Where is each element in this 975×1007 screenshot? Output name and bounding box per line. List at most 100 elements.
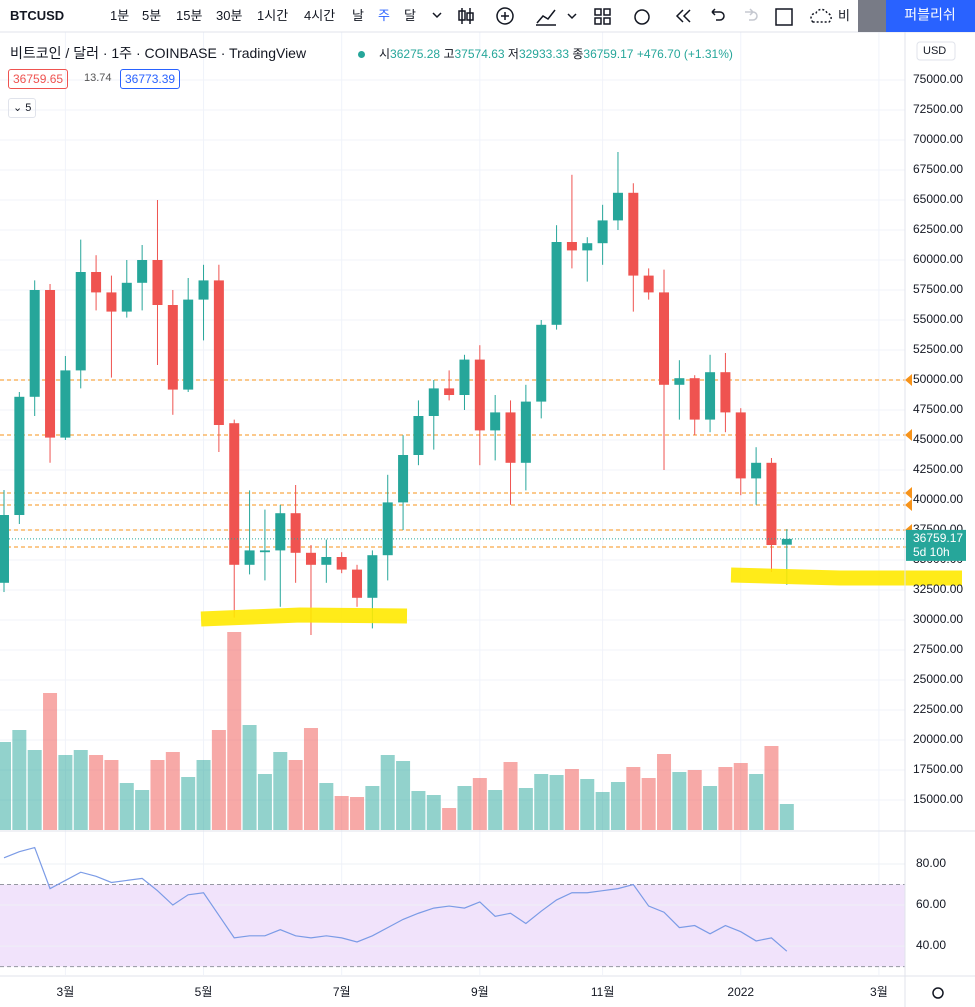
currency-select[interactable] — [916, 41, 956, 61]
candle-body — [735, 412, 746, 479]
x-tick-label: 11월 — [591, 985, 615, 999]
volume-bar — [641, 778, 656, 830]
candle-body — [520, 401, 531, 463]
interval[interactable]: 30분 — [216, 8, 243, 23]
x-tick-label: 2022 — [727, 985, 754, 999]
volume-bar — [104, 760, 119, 830]
volume-bar — [242, 725, 257, 830]
indicator-count: 5 — [25, 102, 32, 114]
volume-bar — [580, 779, 595, 830]
candle-body — [14, 396, 25, 515]
replay-icon — [675, 9, 691, 23]
interval[interactable]: 15분 — [176, 8, 203, 23]
volume-bar — [365, 786, 380, 830]
legend-title: 비트코인 / 달러 · 1주 · COINBASE · TradingView — [10, 45, 307, 61]
change: +476.70 (+1.31%) — [636, 47, 733, 61]
y-tick-label: 72500.00 — [913, 102, 963, 116]
volume-bar — [472, 778, 487, 830]
plot — [0, 152, 905, 830]
volume-bar — [135, 790, 150, 830]
volume-bar — [488, 790, 503, 830]
candle-body — [566, 242, 577, 251]
volume-bar — [273, 752, 288, 830]
volume-bar — [595, 792, 610, 830]
candle-body — [60, 370, 71, 438]
volume-bar — [703, 786, 718, 830]
volume-bar — [150, 760, 165, 830]
candle-body — [766, 462, 777, 545]
volume-bar — [227, 632, 242, 830]
y-tick-label: 60.00 — [916, 897, 946, 911]
volume-bar — [73, 750, 88, 830]
icons — [432, 7, 944, 999]
volume-bar — [733, 763, 748, 830]
candle-body — [551, 242, 562, 325]
candle-body — [536, 324, 547, 402]
candle-body — [29, 290, 40, 397]
y-tick-label: 15000.00 — [913, 792, 963, 806]
volume-bar — [672, 772, 687, 830]
bid[interactable]: 36759.65 — [8, 69, 69, 89]
y-tick-label: 60000.00 — [913, 252, 963, 266]
volume-bar — [396, 761, 411, 830]
layout-name[interactable]: 비트코 — [838, 8, 850, 23]
candle-body — [459, 359, 470, 395]
volume-bar — [687, 770, 702, 830]
y-tick-label: 27500.00 — [913, 642, 963, 656]
highlight — [730, 567, 962, 586]
currency[interactable]: USD — [923, 45, 946, 57]
ohlc-label: 고 — [443, 47, 455, 61]
candle-body — [121, 282, 132, 312]
publish-button[interactable] — [886, 0, 975, 32]
volume-bar — [12, 730, 27, 830]
volume-bar — [411, 791, 426, 830]
interval[interactable]: 1시간 — [257, 8, 289, 23]
candle-body — [628, 192, 639, 276]
interval[interactable]: 달 — [404, 8, 416, 23]
dropdown — [567, 13, 577, 20]
candle-body — [244, 550, 255, 565]
interval[interactable]: 1분 — [110, 8, 130, 23]
volume-bar — [426, 795, 441, 830]
y-tick-label: 42500.00 — [913, 462, 963, 476]
x-tick-label: 9월 — [471, 985, 489, 999]
candle-body — [444, 388, 455, 395]
rsi-pane — [0, 846, 905, 968]
level-marker — [905, 428, 912, 441]
candle-body — [367, 555, 378, 598]
price-label: 36759.17 — [913, 531, 963, 545]
publish-label[interactable]: 퍼블리쉬 — [904, 7, 956, 23]
y-tick-label: 55000.00 — [913, 312, 963, 326]
settings-icon — [932, 987, 944, 999]
y-tick-label: 80.00 — [916, 856, 946, 870]
interval[interactable]: 날 — [352, 8, 364, 23]
y-tick-label: 40.00 — [916, 938, 946, 952]
ohlc-value: 37574.63 — [454, 47, 505, 61]
y-tick-label: 57500.00 — [913, 282, 963, 296]
indicator-toggle[interactable]: ⌄ 5 — [8, 98, 37, 118]
candle-body — [720, 372, 731, 413]
undo-icon — [711, 8, 725, 21]
candle-body — [612, 192, 623, 221]
interval[interactable]: 4시간 — [304, 8, 336, 23]
volume-bar — [89, 755, 104, 830]
alert-icon — [634, 9, 650, 25]
interval[interactable]: 주 — [378, 8, 390, 23]
interval[interactable]: 5분 — [142, 8, 162, 23]
level-marker — [905, 487, 912, 500]
rsi-line — [3, 846, 788, 952]
volume-bar — [211, 730, 226, 830]
symbol[interactable]: BTCUSD — [10, 8, 65, 23]
y-tick-label: 45000.00 — [913, 432, 963, 446]
ask[interactable]: 36773.39 — [120, 69, 181, 89]
highlight — [200, 607, 408, 627]
volume-bar — [303, 728, 318, 830]
layout-icon — [594, 8, 611, 25]
candle-body — [398, 455, 409, 503]
volume-bar — [549, 775, 564, 830]
y-tick-label: 25000.00 — [913, 672, 963, 686]
volume-bar — [564, 769, 579, 830]
